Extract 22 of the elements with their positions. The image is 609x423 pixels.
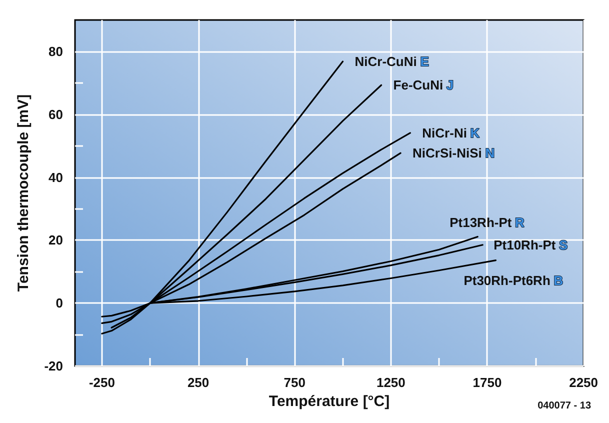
series-label: Pt13Rh-Pt R <box>450 215 526 230</box>
y-tick-label: -20 <box>44 358 63 374</box>
x-axis-title: Température [°C] <box>268 393 390 410</box>
series-label: NiCr-CuNi E <box>354 54 430 70</box>
y-tick-label: 40 <box>48 170 63 185</box>
series-label: NiCr-Ni K <box>422 125 480 140</box>
y-tick-label: 60 <box>48 106 63 122</box>
series-label: Pt30Rh-Pt6Rh B <box>464 272 564 288</box>
x-tick-label: 750 <box>284 375 306 390</box>
text: 040077 - 13 <box>538 400 592 412</box>
x-tick-label: 2250 <box>569 375 598 390</box>
series-label: Fe-CuNi J <box>393 78 454 93</box>
series-label: NiCrSi-NiSi N <box>412 146 495 161</box>
x-tick-label: 1250 <box>376 375 406 390</box>
x-tick-label: 250 <box>187 375 210 390</box>
y-tick-label: 0 <box>56 296 63 311</box>
y-tick-label: 20 <box>48 232 63 248</box>
y-axis-title: Tension thermocouple [mV] <box>15 94 32 292</box>
series-label: Pt10Rh-Pt S <box>494 237 568 252</box>
x-tick-label: 1750 <box>472 375 502 390</box>
y-tick-label: 80 <box>48 44 63 59</box>
x-tick-label: -250 <box>88 375 115 390</box>
